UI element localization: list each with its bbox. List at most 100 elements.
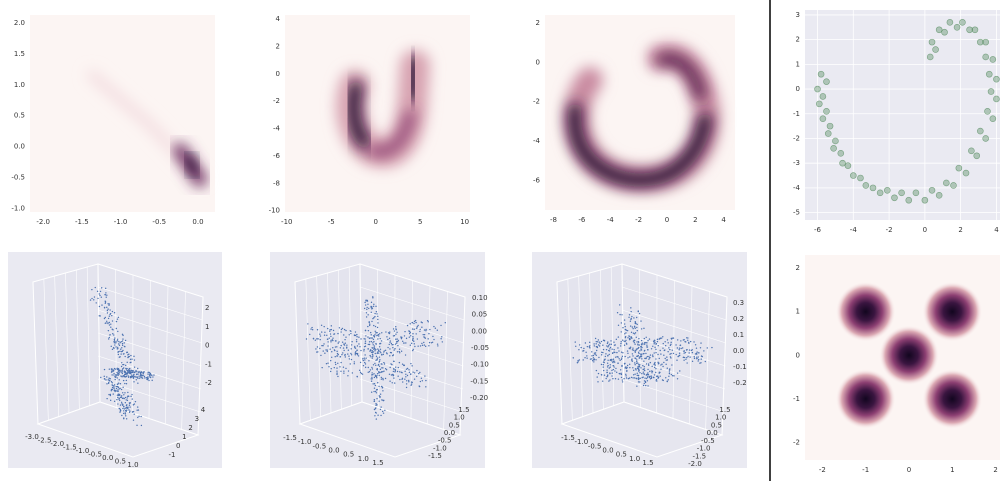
point xyxy=(819,93,827,100)
point xyxy=(365,300,367,302)
point xyxy=(377,349,380,351)
point xyxy=(337,375,339,378)
point xyxy=(333,333,335,335)
point xyxy=(109,394,112,397)
point xyxy=(620,341,622,343)
point xyxy=(364,359,366,361)
point xyxy=(638,357,640,359)
point xyxy=(631,353,634,355)
point xyxy=(600,363,603,366)
point xyxy=(631,315,633,318)
point xyxy=(100,376,102,379)
point xyxy=(135,376,137,378)
point xyxy=(620,322,623,324)
point xyxy=(366,299,369,302)
point xyxy=(658,357,660,360)
point xyxy=(116,318,119,320)
point xyxy=(606,362,609,364)
point xyxy=(382,353,385,356)
point xyxy=(689,356,691,358)
point xyxy=(592,357,595,359)
point xyxy=(100,296,103,298)
pane-grid xyxy=(443,291,448,430)
point xyxy=(354,354,357,356)
point xyxy=(611,348,613,350)
point xyxy=(711,346,713,349)
point xyxy=(344,342,347,344)
z-tick-label: 0.10 xyxy=(472,294,488,302)
point xyxy=(395,342,398,344)
point xyxy=(662,365,664,368)
x-tick-label: -1.5 xyxy=(75,218,89,226)
point xyxy=(378,395,380,397)
point xyxy=(135,379,138,381)
point xyxy=(131,393,133,396)
point xyxy=(403,335,406,337)
point xyxy=(403,342,405,344)
point xyxy=(636,378,638,380)
point xyxy=(373,346,375,349)
point xyxy=(371,372,373,374)
point xyxy=(602,344,604,346)
point xyxy=(395,338,397,340)
point xyxy=(615,338,618,341)
point xyxy=(373,335,375,337)
point xyxy=(357,355,360,357)
point xyxy=(123,408,126,410)
point xyxy=(334,349,336,352)
point xyxy=(117,370,120,372)
point xyxy=(665,377,667,379)
point xyxy=(382,367,384,369)
point xyxy=(655,368,657,370)
point xyxy=(106,306,108,309)
point xyxy=(111,374,113,376)
point xyxy=(125,369,128,371)
point xyxy=(615,371,618,373)
point xyxy=(637,367,639,369)
density-peak xyxy=(922,281,983,342)
point xyxy=(377,382,379,384)
point xyxy=(660,337,663,339)
point xyxy=(320,354,322,357)
point xyxy=(413,322,415,325)
point xyxy=(612,365,614,367)
pane-grid xyxy=(567,278,573,421)
point xyxy=(687,339,689,341)
point xyxy=(694,353,697,355)
point xyxy=(125,375,128,378)
point xyxy=(368,307,370,310)
point xyxy=(389,355,391,357)
point xyxy=(378,335,380,337)
point xyxy=(371,368,374,370)
point xyxy=(106,294,108,296)
point xyxy=(982,53,989,61)
point xyxy=(413,340,415,342)
point xyxy=(653,352,655,354)
point xyxy=(316,329,319,331)
y-tick-label: -1.0 xyxy=(433,444,447,452)
point xyxy=(684,341,686,343)
point xyxy=(671,337,674,339)
point xyxy=(619,313,621,316)
point xyxy=(630,376,633,379)
point xyxy=(366,306,368,309)
point xyxy=(354,331,357,333)
point xyxy=(613,341,615,343)
point xyxy=(132,370,134,372)
point xyxy=(411,321,414,324)
point xyxy=(953,23,961,31)
point xyxy=(126,397,128,399)
pane-grid xyxy=(610,266,614,406)
point xyxy=(137,377,139,379)
point xyxy=(823,78,830,85)
point xyxy=(109,309,111,311)
point xyxy=(328,366,330,368)
point xyxy=(628,377,631,379)
point xyxy=(348,334,350,336)
point xyxy=(371,374,373,376)
point xyxy=(110,390,113,392)
point xyxy=(694,344,697,346)
point xyxy=(122,407,124,410)
point xyxy=(115,385,118,388)
